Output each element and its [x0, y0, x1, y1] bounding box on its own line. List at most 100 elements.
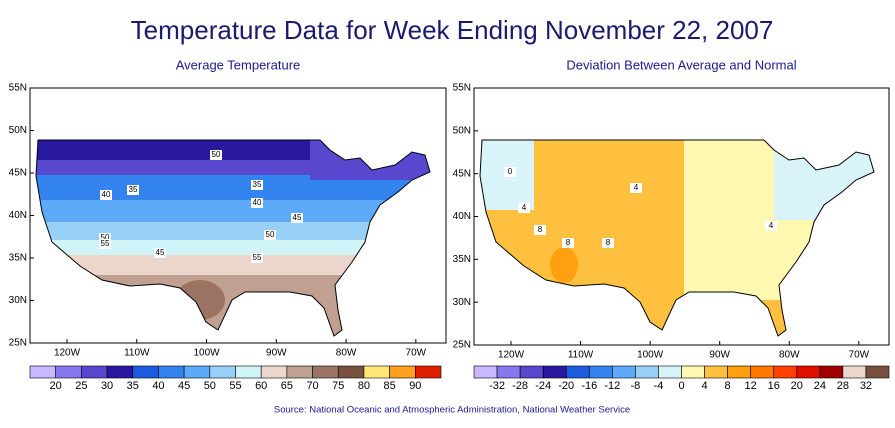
lon-label: 90W — [266, 348, 287, 359]
fill-band — [550, 247, 578, 283]
colorbar-cell — [565, 365, 590, 379]
contour-label-bg — [127, 185, 139, 195]
lat-label: 55N — [453, 83, 471, 94]
colorbar-label: 45 — [178, 380, 190, 392]
colorbar-label: 60 — [255, 380, 267, 392]
contour-label: 8 — [606, 238, 611, 247]
contour-label-bg — [562, 238, 574, 248]
colorbar-cell — [158, 365, 185, 379]
contour-label-bg — [154, 248, 166, 258]
colorbar-label: 85 — [384, 380, 396, 392]
colorbar-label: 50 — [204, 380, 216, 392]
contour-label: 50 — [101, 233, 110, 242]
colorbar-cell — [704, 365, 728, 379]
lat-label: 40N — [453, 211, 471, 222]
colorbar-cell — [796, 365, 821, 379]
contour-label: 45 — [156, 248, 165, 257]
lat-label: 45N — [9, 168, 27, 179]
contour-label-bg — [99, 239, 111, 249]
lon-label: 100W — [637, 350, 664, 361]
colorbar-label: 20 — [50, 380, 62, 392]
colorbar-cell — [473, 365, 498, 379]
lat-label: 30N — [9, 295, 27, 306]
colorbar-cell — [842, 365, 867, 379]
colorbar-label: 8 — [725, 380, 731, 392]
fill-band — [36, 200, 430, 222]
map: Average Temperature 55N 50N 45N 40N 35N 30N 25N… — [9, 57, 447, 392]
contour-label: 35 — [253, 180, 262, 189]
colorbar-label: 20 — [791, 380, 803, 392]
contour-label-bg — [504, 167, 516, 177]
colorbar-cell — [773, 365, 798, 379]
lat-label: 55N — [9, 83, 27, 94]
contour-label: 40 — [253, 198, 262, 207]
lat-label: 50N — [9, 125, 27, 136]
colorbar-cell — [727, 365, 751, 379]
contour-label: 0 — [508, 167, 513, 176]
contour-label: 8 — [538, 225, 543, 234]
colorbar-cell — [235, 365, 262, 379]
contour-label: 4 — [769, 221, 774, 230]
colorbar-cell — [865, 365, 890, 379]
colorbar-label: 75 — [332, 380, 344, 392]
colorbar-cell — [750, 365, 775, 379]
colorbar-label: 16 — [768, 380, 780, 392]
colorbar-cell — [496, 365, 521, 379]
colorbar-cell — [681, 365, 705, 379]
lon-label: 110W — [124, 348, 150, 359]
colorbar-cell — [55, 365, 82, 379]
colorbar-label: 90 — [409, 380, 421, 392]
colorbar-cell — [286, 365, 313, 379]
colorbar-label: 4 — [701, 380, 707, 392]
contour-label-bg — [264, 230, 276, 240]
map-title: Average Temperature — [176, 57, 301, 72]
contour-label-bg — [251, 180, 263, 190]
fill-band — [36, 222, 430, 240]
colorbar-cell — [363, 365, 390, 379]
colorbar-label: -32 — [489, 380, 505, 392]
contour-label: 4 — [634, 183, 639, 192]
colorbar-cell — [658, 365, 682, 379]
lat-label: 35N — [9, 253, 27, 264]
colorbar-label: 28 — [837, 380, 849, 392]
contour-label-bg — [602, 238, 614, 248]
colorbar-cell — [819, 365, 844, 379]
colorbar-label: -4 — [654, 380, 664, 392]
contour-label-bg — [630, 183, 642, 193]
lon-label: 120W — [54, 348, 81, 359]
us-outline — [479, 139, 875, 337]
colorbar-cell — [312, 365, 339, 379]
colorbar-cell — [337, 365, 365, 379]
contour-label-bg — [210, 150, 222, 160]
contour-label: 55 — [101, 239, 110, 248]
contour-label-bg — [291, 213, 303, 223]
lat-label: 25N — [453, 340, 471, 351]
lon-label: 100W — [193, 348, 220, 359]
contour-label-bg — [99, 233, 111, 243]
contour-label-bg — [100, 190, 112, 200]
lat-label: 35N — [453, 254, 471, 265]
lat-label: 45N — [453, 168, 471, 179]
colorbar-cell — [519, 365, 544, 379]
colorbar-label: -16 — [581, 380, 597, 392]
colorbar-label: 0 — [678, 380, 684, 392]
contour-label-bg — [518, 203, 530, 213]
lon-label: 70W — [849, 350, 870, 361]
colorbar-cell — [588, 365, 613, 379]
colorbar-label: 12 — [745, 380, 757, 392]
colorbar-label: 40 — [152, 380, 164, 392]
lon-label: 80W — [336, 348, 357, 359]
colorbar-cell — [612, 365, 636, 379]
colorbar-label: 32 — [860, 380, 872, 392]
colorbar-label: -20 — [558, 380, 574, 392]
colorbar-cell — [389, 365, 416, 379]
lat-label: 50N — [453, 125, 471, 136]
colorbar-label: -12 — [604, 380, 620, 392]
contour-label: 50 — [212, 150, 221, 159]
contour-label-bg — [534, 225, 546, 235]
lat-label: 25N — [9, 338, 27, 349]
contour-label-bg — [251, 198, 263, 208]
colorbar-cell — [635, 365, 659, 379]
colorbar-label: 65 — [281, 380, 293, 392]
